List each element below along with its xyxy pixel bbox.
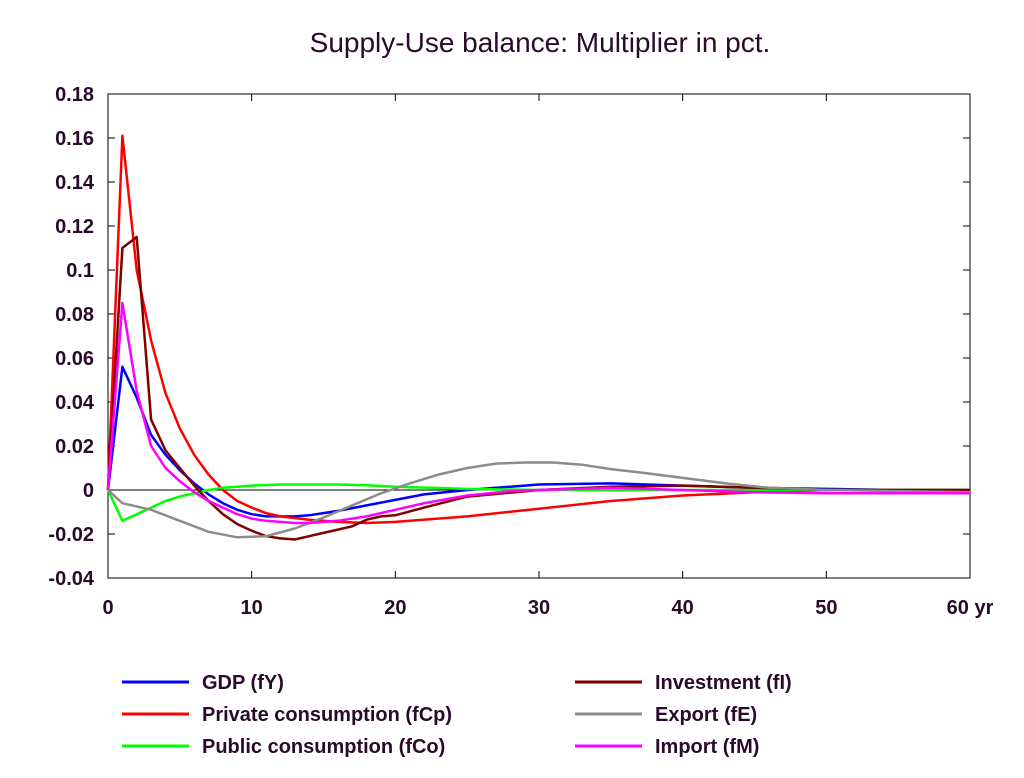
chart-title: Supply-Use balance: Multiplier in pct. [310, 27, 771, 58]
x-tick-label: 30 [528, 597, 550, 619]
series-line-3 [106, 235, 970, 541]
y-tick-label: 0.04 [55, 392, 95, 414]
y-tick-label: 0.16 [55, 128, 94, 150]
plot-area [107, 93, 971, 579]
x-tick-label: 10 [241, 597, 263, 619]
y-tick-label: -0.02 [48, 524, 94, 546]
series-line-4 [107, 461, 971, 539]
y-tick-label: 0.12 [55, 216, 94, 238]
y-tick-label: 0.1 [66, 260, 94, 282]
plot-frame [107, 93, 971, 579]
series-line-5 [106, 301, 970, 525]
series-line-0 [106, 365, 970, 518]
series-lines [106, 134, 971, 541]
legend-label-4: Export (fE) [655, 704, 757, 726]
x-tick-label: 0 [102, 597, 113, 619]
y-tick-label: 0.06 [55, 348, 94, 370]
legend-label-1: Private consumption (fCp) [202, 704, 452, 726]
y-tick-label: 0.18 [55, 84, 94, 106]
y-tick-label: 0.14 [55, 172, 95, 194]
x-tick-label: 40 [672, 597, 694, 619]
y-tick-label: 0 [83, 480, 94, 502]
x-axis: 0 10 20 30 40 50 60 yr [102, 94, 994, 619]
legend: GDP (fY) Private consumption (fCp) Public … [122, 672, 792, 758]
legend-label-2: Public consumption (fCo) [202, 736, 445, 758]
x-tick-label: 20 [384, 597, 406, 619]
x-tick-label: 50 [815, 597, 837, 619]
y-tick-label: 0.02 [55, 436, 94, 458]
y-axis: -0.04 -0.02 0 0.02 0.04 0.06 0.08 0.1 0.12 0.14 0.… [48, 84, 970, 590]
series-line-1 [106, 134, 970, 525]
legend-label-0: GDP (fY) [202, 672, 284, 694]
y-tick-label: -0.04 [48, 568, 94, 590]
x-tick-label: 60 yr [947, 597, 994, 619]
legend-label-3: Investment (fI) [655, 672, 792, 694]
y-tick-label: 0.08 [55, 304, 94, 326]
legend-label-5: Import (fM) [655, 736, 759, 758]
